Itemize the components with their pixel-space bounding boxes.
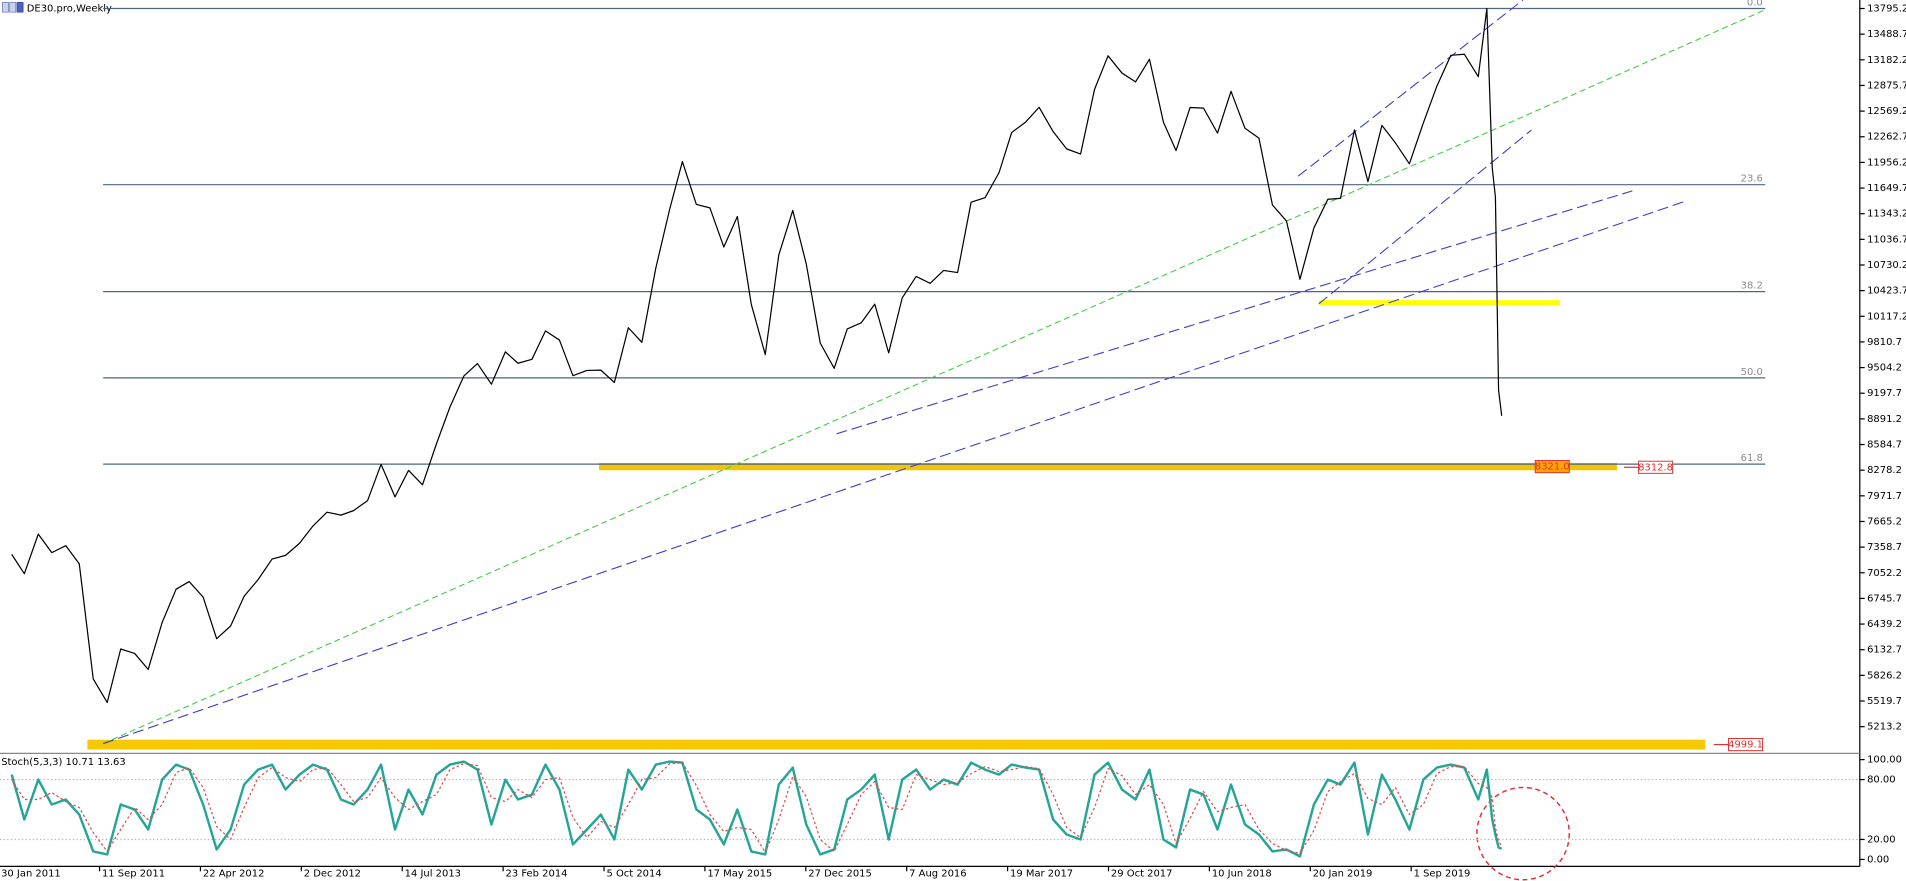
x-tick-label: 29 Oct 2017 (1111, 869, 1173, 880)
y-tick-label: 9504.2 (1867, 363, 1902, 374)
y-tick-label: 80.00 (1867, 775, 1896, 786)
y-tick-label: 13488.7 (1867, 29, 1906, 40)
x-tick-label: 1 Sep 2019 (1414, 869, 1471, 880)
y-tick-label: 7665.2 (1867, 516, 1902, 527)
y-tick-label: 10730.2 (1867, 260, 1906, 271)
price-label-box (1728, 738, 1764, 752)
y-tick-label: 8584.7 (1867, 440, 1902, 451)
x-tick-label: 20 Jan 2019 (1313, 869, 1373, 880)
symbol-icons (2, 2, 24, 13)
x-tick-label: 11 Sep 2011 (102, 869, 165, 880)
fib-label: 23.6 (1741, 174, 1763, 185)
support-zone (87, 739, 1706, 750)
y-tick-label: 10117.2 (1867, 311, 1906, 322)
y-tick-label: 9810.7 (1867, 337, 1902, 348)
highlight-circle (1476, 786, 1571, 881)
price-label: 4999.1 (1728, 740, 1763, 751)
x-tick-label: 2 Dec 2012 (304, 869, 361, 880)
price-label-box (1638, 460, 1674, 474)
indicator-title: Stoch(5,3,3) 10.71 13.63 (1, 757, 126, 768)
trendline (102, 9, 1766, 745)
y-tick-label: 0.00 (1867, 854, 1889, 865)
trendline (1318, 129, 1532, 305)
fib-label: 38.2 (1741, 281, 1763, 292)
series-line (11, 7, 1503, 704)
x-tick-label: 7 Aug 2016 (909, 869, 966, 880)
y-tick-label: 5826.2 (1867, 670, 1902, 681)
y-tick-label: 10423.7 (1867, 286, 1906, 297)
y-tick-label: 100.00 (1867, 755, 1902, 766)
trendline (102, 199, 1688, 745)
fib-label: 0.0 (1747, 0, 1763, 8)
trendline (1297, 0, 1524, 177)
y-tick-label: 13795.2 (1867, 4, 1906, 15)
x-tick-label: 10 Jun 2018 (1212, 869, 1272, 880)
trendline (836, 190, 1633, 435)
y-tick-label: 6745.7 (1867, 593, 1902, 604)
x-tick-label: 22 Apr 2012 (203, 869, 265, 880)
price-label-box (1534, 460, 1570, 474)
y-tick-label: 11343.2 (1867, 209, 1906, 220)
y-tick-label: 11956.2 (1867, 157, 1906, 168)
y-tick-label: 6132.7 (1867, 645, 1902, 656)
chart-title: DE30.pro,Weekly (27, 4, 112, 15)
y-tick-label: 5213.2 (1867, 722, 1902, 733)
x-tick-label: 5 Oct 2014 (606, 869, 661, 880)
price-label: 8321.0 (1535, 462, 1570, 473)
y-tick-label: 12262.7 (1867, 132, 1906, 143)
x-tick-label: 30 Jan 2011 (1, 869, 61, 880)
y-tick-label: 7971.7 (1867, 491, 1902, 502)
y-tick-label: 20.00 (1867, 834, 1896, 845)
x-tick-label: 17 May 2015 (707, 869, 772, 880)
y-tick-label: 6439.2 (1867, 619, 1902, 630)
y-tick-label: 7052.2 (1867, 568, 1902, 579)
support-zone (1318, 300, 1560, 306)
support-zone (599, 462, 1618, 471)
y-tick-label: 8278.2 (1867, 465, 1902, 476)
y-tick-label: 13182.2 (1867, 55, 1906, 66)
series-line (11, 761, 1503, 855)
y-tick-label: 11649.7 (1867, 183, 1906, 194)
y-tick-label: 9197.7 (1867, 388, 1902, 399)
x-tick-label: 14 Jul 2013 (405, 869, 461, 880)
x-tick-label: 27 Dec 2015 (808, 869, 872, 880)
y-tick-label: 7358.7 (1867, 542, 1902, 553)
y-tick-label: 12875.7 (1867, 80, 1906, 91)
fib-label: 50.0 (1741, 367, 1763, 378)
x-tick-label: 23 Feb 2014 (506, 869, 568, 880)
y-tick-label: 11036.7 (1867, 234, 1906, 245)
y-tick-label: 12569.2 (1867, 106, 1906, 117)
x-tick-label: 19 Mar 2017 (1010, 869, 1073, 880)
y-tick-label: 5519.7 (1867, 696, 1902, 707)
y-tick-label: 8891.2 (1867, 414, 1902, 425)
fib-label: 61.8 (1741, 453, 1763, 464)
price-label: 8312.8 (1638, 462, 1673, 473)
